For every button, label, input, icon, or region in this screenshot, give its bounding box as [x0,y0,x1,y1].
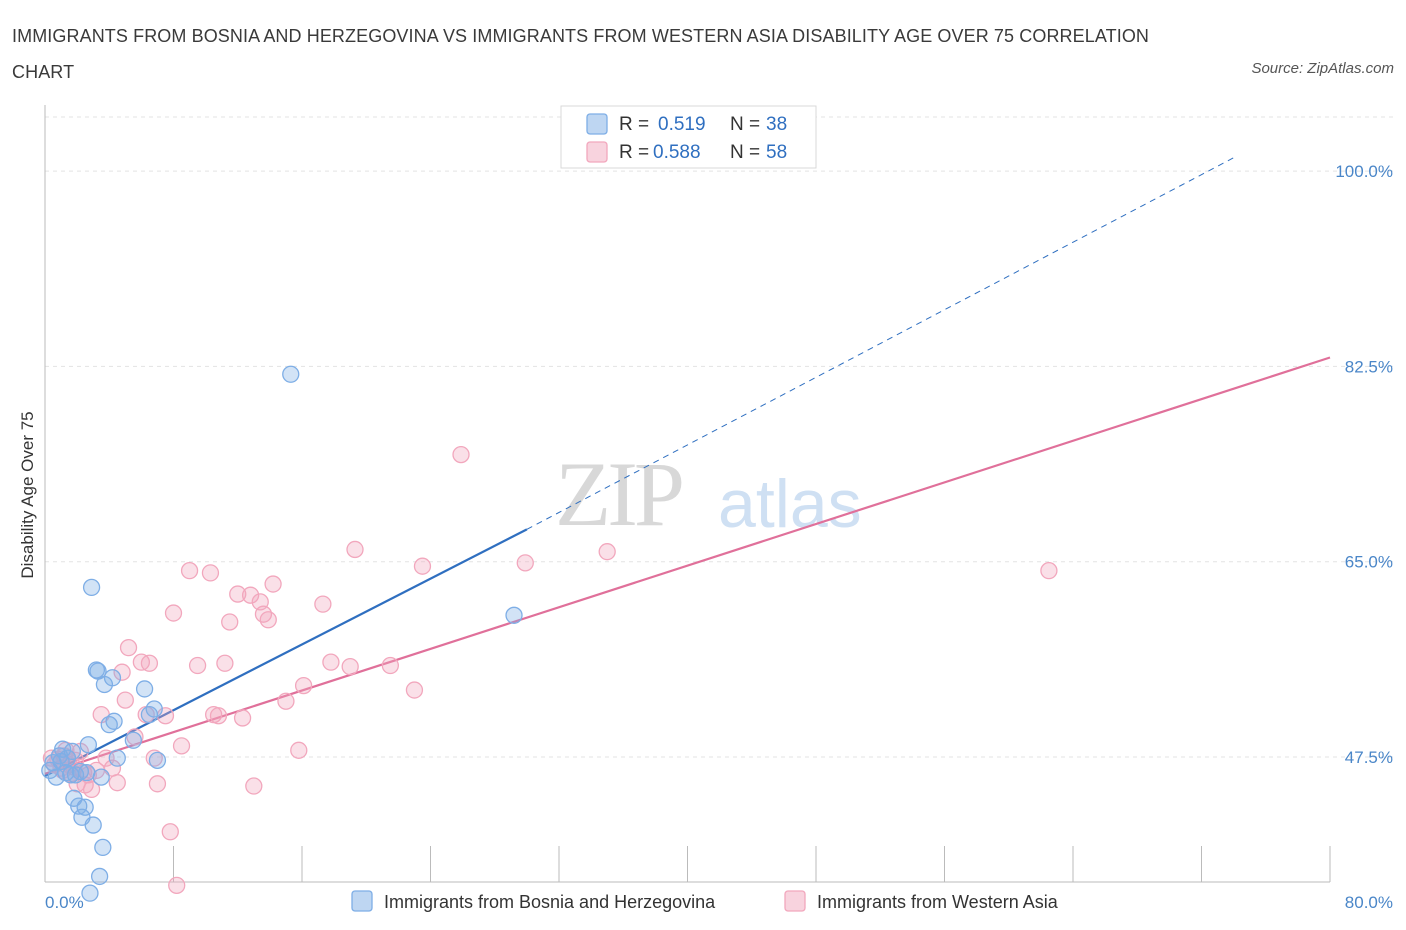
data-point-western-asia [161,823,179,841]
data-point-western-asia [314,595,332,613]
data-point-bosnia [282,365,300,383]
data-point-bosnia [94,838,112,857]
data-point-bosnia [63,742,81,761]
data-point-bosnia [79,736,98,754]
data-point-bosnia [92,768,110,786]
legend-n-value-1: 58 [766,142,787,163]
data-point-western-asia [216,654,234,672]
data-point-western-asia [148,775,167,793]
data-point-western-asia [405,681,424,699]
data-point-western-asia [108,774,126,792]
legend-n-value-0: 38 [766,114,787,135]
trend-line-extension-0 [526,157,1234,530]
y-tick-label: 82.5% [1345,357,1393,376]
trend-line-0 [44,528,528,777]
legend-r-label-1: R = [619,142,649,163]
data-point-bosnia [135,680,154,698]
y-tick-label: 47.5% [1345,748,1393,767]
x-tick-label: 80.0% [1345,893,1393,912]
data-point-western-asia [294,676,313,695]
data-point-bosnia [84,816,102,834]
data-point-western-asia [346,540,364,559]
data-point-western-asia [82,780,101,799]
legend-r-label-0: R = [619,114,649,135]
trend-lines [44,157,1331,777]
bottom-legend-swatch-western-asia [784,890,806,912]
bottom-legend-label-western-asia: Immigrants from Western Asia [817,892,1059,912]
data-point-western-asia [245,777,263,795]
data-point-western-asia [598,543,616,561]
data-point-western-asia [264,575,282,593]
data-point-western-asia [341,657,359,676]
data-point-western-asia [277,692,295,710]
data-point-western-asia [188,656,207,675]
data-point-bosnia [145,700,163,718]
data-point-western-asia [290,741,308,759]
watermark-zip: ZIP [555,443,682,545]
data-point-western-asia [168,876,186,894]
y-tick-label: 100.0% [1335,162,1393,181]
data-point-western-asia [140,654,159,672]
trend-line-1 [44,356,1331,775]
data-point-bosnia [148,751,167,770]
legend-r-value-0: 0.519 [658,114,706,135]
y-tick-label: 65.0% [1345,553,1393,572]
data-point-western-asia [113,663,131,681]
data-point-western-asia [172,737,191,755]
data-point-western-asia [221,613,239,631]
data-point-western-asia [1040,562,1058,580]
data-point-western-asia [259,611,277,629]
top-legend: R = 0.519 N = 38 R = 0.588 N = 58 [560,105,817,169]
data-point-bosnia [124,731,142,749]
bottom-legend-swatch-bosnia [351,890,373,912]
data-point-bosnia [103,669,122,687]
data-point-western-asia [201,564,220,582]
data-point-bosnia [76,798,94,816]
data-point-bosnia [82,578,101,597]
grid-lines [45,116,1395,758]
data-point-western-asia [116,691,134,709]
data-point-western-asia [119,639,138,657]
data-point-bosnia [90,867,109,886]
axes [44,105,1331,883]
bottom-legend: Immigrants from Bosnia and Herzegovina I… [351,890,1059,912]
data-point-western-asia [164,604,183,622]
data-point-bosnia [70,797,88,815]
data-point-bosnia [47,768,65,786]
y-axis-title: Disability Age Over 75 [18,411,37,578]
data-point-western-asia [381,656,399,675]
data-point-bosnia [81,884,99,902]
legend-n-label-0: N = [730,114,760,135]
data-point-western-asia [452,445,470,464]
bottom-legend-label-bosnia: Immigrants from Bosnia and Herzegovina [384,892,716,912]
data-point-western-asia [413,557,432,575]
data-point-bosnia [71,762,89,781]
data-point-western-asia [233,709,252,727]
legend-r-value-1: 0.588 [653,142,701,163]
data-point-western-asia [322,653,340,671]
data-point-western-asia [241,586,260,604]
x-tick-label: 0.0% [45,893,84,912]
legend-swatch-western-asia [586,141,608,163]
legend-swatch-bosnia [586,113,608,135]
data-point-western-asia [229,585,247,603]
legend-n-label-1: N = [730,142,760,163]
watermark-atlas: atlas [718,466,862,542]
tick-labels: 47.5% 65.0% 82.5% 100.0% 0.0% 80.0% [45,162,1393,912]
chart-title: IMMIGRANTS FROM BOSNIA AND HERZEGOVINA V… [12,26,1150,82]
data-point-western-asia [516,554,534,572]
source-label: Source: ZipAtlas.com [1251,60,1394,77]
data-point-bosnia [505,606,523,624]
data-point-bosnia [105,712,123,730]
data-point-bosnia [78,763,96,782]
data-point-western-asia [209,707,228,725]
data-points [41,365,1058,902]
data-point-bosnia [108,749,126,767]
data-point-western-asia [180,562,199,580]
